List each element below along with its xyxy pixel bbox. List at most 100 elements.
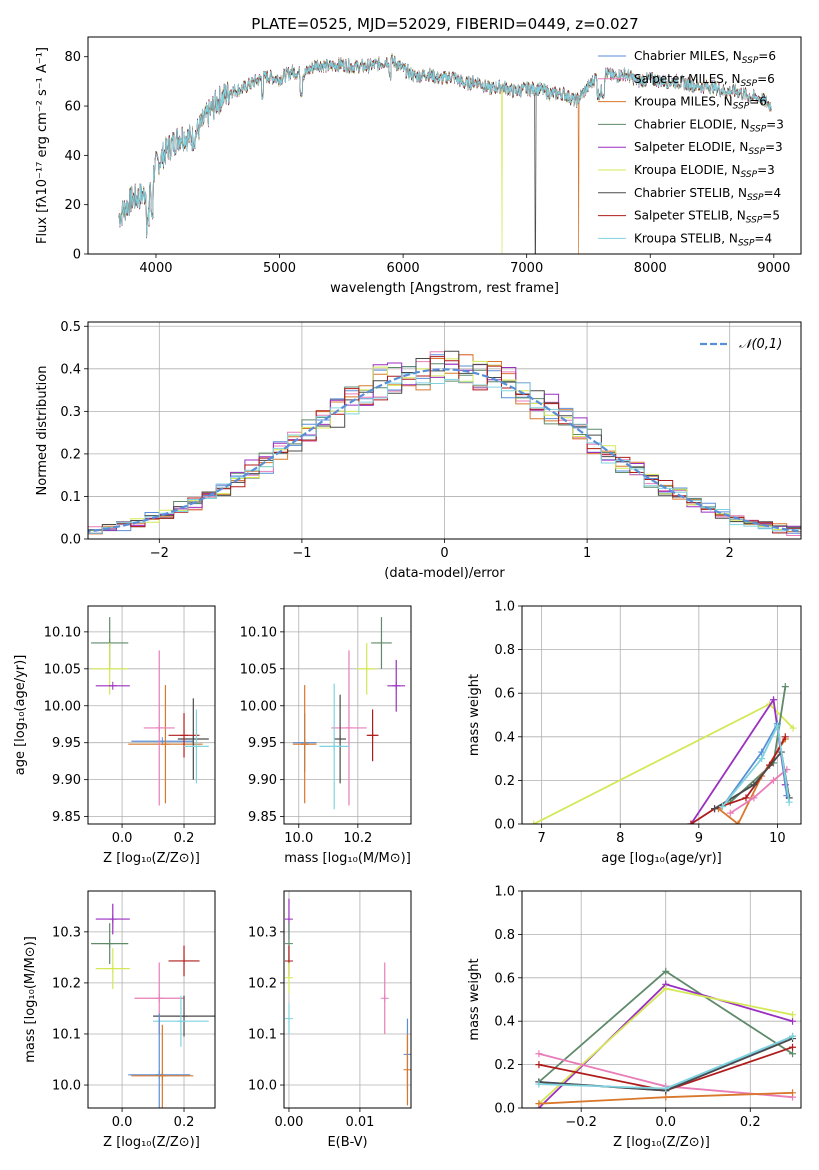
y-tick-label: 20: [64, 198, 81, 213]
data-point: [108, 681, 117, 690]
plot-area: [118, 53, 772, 254]
y-tick-label: 0.4: [494, 1015, 515, 1030]
x-tick-label: 7000: [510, 261, 543, 276]
series-marker: [789, 1050, 797, 1058]
series-marker: [535, 1050, 543, 1058]
legend-entry: Chabrier MILES, NSSP=6: [634, 49, 776, 66]
series-marker: [742, 794, 750, 802]
y-tick-label: 0.6: [494, 971, 515, 986]
y-tick-label: 9.85: [52, 810, 81, 825]
series-line: [533, 702, 794, 824]
x-tick-label: 2: [726, 546, 734, 561]
x-tick-label: 0.2: [740, 1115, 761, 1130]
axes-frame: [521, 890, 802, 1109]
plot-area: [91, 903, 215, 1108]
plot-area: [530, 683, 797, 824]
x-axis-label: (data-model)/error: [384, 566, 505, 581]
data-point: [344, 723, 353, 732]
figure-title: PLATE=0525, MJD=52029, FIBERID=0449, z=0…: [251, 15, 638, 33]
series-marker: [789, 1089, 797, 1097]
y-tick-label: 0.6: [494, 687, 515, 702]
x-tick-label: 9000: [757, 261, 790, 276]
y-tick-label: 0.0: [494, 818, 515, 833]
y-tick-label: 0.0: [60, 533, 81, 548]
axes-frame: [87, 605, 216, 825]
y-tick-label: 60: [64, 100, 81, 115]
plot-area: [284, 898, 411, 1106]
y-tick-label: 0.2: [494, 774, 515, 789]
series-marker: [662, 985, 670, 993]
series-line: [729, 768, 788, 814]
data-point: [362, 664, 371, 673]
data-point: [284, 973, 293, 982]
series-marker: [530, 820, 538, 824]
spectrum-line-kroupa-stelib: [118, 55, 772, 238]
x-tick-label: −1: [292, 546, 311, 561]
series-marker: [789, 1043, 797, 1051]
y-tick-label: 10.2: [52, 976, 81, 991]
panel-age_vs_Z: 0.0 0.2 9.85 9.90 9.95 10.00 10.05 10.10 Z [log₁…: [13, 605, 216, 866]
x-tick-label: −0.2: [565, 1115, 597, 1130]
x-tick-label: 1: [583, 546, 591, 561]
series-marker: [734, 820, 742, 824]
series-marker: [687, 820, 695, 824]
plot-area: [535, 967, 797, 1108]
y-tick-label: 0.8: [494, 643, 515, 658]
series-marker: [769, 696, 777, 704]
data-point: [192, 742, 201, 751]
x-tick-label: 10.2: [343, 831, 372, 846]
y-tick-label: 10.0: [248, 1079, 277, 1094]
data-point: [392, 681, 401, 690]
data-point: [284, 1014, 293, 1023]
y-axis-label: Flux [fλ10⁻¹⁷ erg cm⁻² s⁻¹ A⁻¹]: [35, 47, 50, 244]
plot-area: [91, 617, 209, 806]
x-tick-label: 0.01: [345, 1115, 374, 1130]
plot-area: [292, 617, 406, 810]
series-marker: [535, 1080, 543, 1088]
series-marker: [662, 1084, 670, 1092]
y-tick-label: 1.0: [494, 600, 515, 615]
y-axis-label: mass weight: [467, 674, 482, 756]
axes-frame: [283, 890, 412, 1109]
y-tick-label: 0.8: [494, 928, 515, 943]
series-marker: [750, 781, 758, 789]
spectrum-legend: Chabrier MILES, NSSP=6 Salpeter MILES, NS…: [598, 49, 784, 248]
y-tick-label: 10.1: [248, 1027, 277, 1042]
y-tick-label: 0.4: [494, 730, 515, 745]
y-axis-label: mass [log₁₀(M/M⊙)]: [23, 936, 38, 1063]
axes-frame: [87, 321, 802, 540]
axes-frame: [87, 890, 216, 1109]
y-tick-label: 9.95: [52, 736, 81, 751]
series-marker: [789, 724, 797, 732]
legend-entry: Kroupa ELODIE, NSSP=3: [634, 163, 775, 180]
y-tick-label: 0.1: [60, 490, 81, 505]
series-marker: [789, 1011, 797, 1019]
y-tick-label: 10.00: [44, 699, 81, 714]
x-tick-label: 7: [538, 831, 546, 846]
x-tick-label: 5000: [263, 261, 296, 276]
y-tick-label: 0.2: [494, 1058, 515, 1073]
series-marker: [773, 722, 781, 730]
series-marker: [718, 803, 726, 811]
data-point: [284, 915, 293, 924]
series-marker: [711, 805, 719, 813]
x-tick-label: 10: [769, 831, 786, 846]
panel-spectrum: 4000 5000 6000 7000 8000 9000 0 20 40 60 80 wavelen…: [35, 36, 802, 296]
normal-curve: [88, 368, 801, 533]
data-point: [155, 994, 164, 1003]
data-point: [380, 994, 389, 1003]
panel-mass_weight_vs_Z: −0.2 0.0 0.2 0.0 0.2 0.4 0.6 0.8 1.0 Z [log₁₀(Z/Z…: [467, 885, 802, 1150]
series-marker: [662, 967, 670, 975]
x-axis-label: mass [log₁₀(M/M⊙)]: [284, 851, 411, 866]
x-tick-label: 9: [695, 831, 703, 846]
axes-frame: [283, 605, 412, 825]
y-tick-label: 0.0: [494, 1102, 515, 1117]
x-tick-label: 6000: [387, 261, 420, 276]
data-point: [300, 740, 309, 749]
panel-mass_vs_ebv: 0.00 0.01 10.0 10.1 10.2 10.3 E(B-V): [248, 890, 412, 1150]
data-point: [180, 956, 189, 965]
y-axis-label: mass weight: [467, 958, 482, 1040]
legend-entry: Chabrier STELIB, NSSP=4: [634, 186, 781, 203]
x-tick-label: −2: [150, 546, 169, 561]
